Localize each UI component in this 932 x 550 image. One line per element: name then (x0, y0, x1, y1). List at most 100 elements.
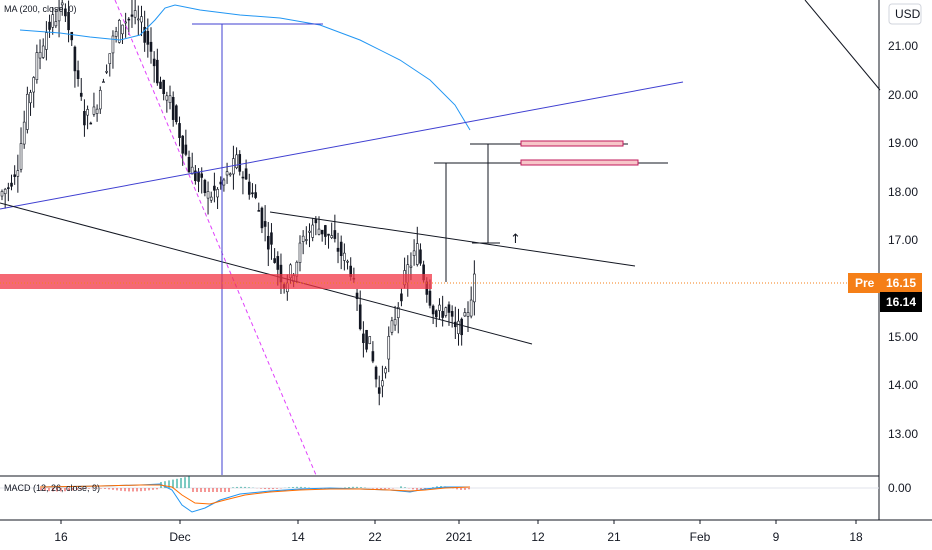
macd-histogram-bar (400, 486, 402, 488)
macd-histogram-bar (100, 488, 102, 489)
candle-body (213, 185, 216, 191)
macd-histogram-bar (380, 488, 382, 490)
macd-histogram-bar (404, 487, 406, 488)
candle-body (228, 173, 232, 176)
macd-histogram-bar (200, 488, 202, 492)
pre-price-value: 16.15 (886, 276, 916, 290)
macd-histogram-bar (228, 488, 230, 492)
lower-channel-line (0, 202, 533, 345)
candle-body (137, 18, 140, 21)
candle-body (121, 24, 124, 35)
macd-histogram-bar (188, 476, 190, 488)
macd-histogram-bar (152, 488, 154, 490)
candle-body (10, 182, 13, 187)
candle-body (333, 230, 337, 239)
candle-body (92, 106, 96, 115)
candle-body (428, 290, 432, 306)
macd-histogram-bar (196, 488, 198, 492)
candle-body (149, 41, 153, 52)
price-tick-label: 15.00 (888, 330, 918, 344)
macd-histogram-bar (56, 488, 58, 492)
macd-histogram-bar (388, 488, 390, 489)
macd-histogram-bar (140, 488, 142, 492)
macd-legend[interactable]: MACD (12, 26, close, 9) (4, 483, 100, 493)
candle-body (86, 109, 89, 116)
macd-histogram-bar (468, 488, 470, 490)
macd-histogram-bar (272, 488, 274, 490)
candle-body (374, 366, 378, 380)
price-axis[interactable]: 21.0020.0019.0018.0017.0016.0015.0014.00… (888, 39, 918, 441)
candle-body (232, 158, 235, 175)
macd-histogram-bar (184, 477, 186, 488)
candle-body (95, 108, 99, 114)
candle-body (165, 95, 169, 101)
candle-body (216, 189, 219, 198)
moving-average-line (19, 4, 471, 131)
candle-body (390, 320, 394, 333)
candle-body (270, 232, 273, 245)
macd-histogram-bar (124, 488, 126, 492)
candle-body (48, 21, 51, 30)
candle-body (45, 32, 48, 50)
candle-body (327, 233, 330, 236)
candle-body (32, 77, 36, 93)
candle-body (140, 16, 143, 23)
macd-histogram-bar (136, 488, 138, 492)
macd-histogram-bar (216, 488, 218, 492)
candle-body (454, 321, 457, 328)
candle-body (51, 14, 55, 28)
currency-button[interactable] (888, 3, 922, 25)
candle-body (409, 265, 413, 268)
candle-body (457, 320, 460, 334)
candle-body (320, 229, 324, 235)
candle-body (469, 299, 473, 317)
candle-body (127, 18, 131, 21)
candle-body (206, 191, 210, 199)
macd-line (39, 483, 470, 513)
candle-body (355, 292, 359, 299)
macd-histogram-bar (176, 478, 178, 488)
candle-body (41, 45, 45, 58)
up-arrow-annotation: ↑ (510, 232, 521, 247)
target-zone-upper (520, 140, 624, 147)
candle-body (466, 312, 470, 317)
candle-body (209, 196, 213, 201)
macd-histogram-bar (128, 488, 130, 492)
macd-histogram-bar (208, 488, 210, 492)
candle-body (263, 221, 267, 227)
macd-histogram-bar (460, 488, 462, 490)
macd-histogram-bar (72, 488, 74, 491)
candle-body (54, 21, 58, 27)
macd-histogram-bar (456, 488, 458, 490)
price-tick-label: 13.00 (888, 427, 918, 441)
macd-histogram-bar (172, 479, 174, 488)
candle-body (73, 46, 77, 72)
candle-body (441, 310, 444, 318)
macd-histogram-bar (84, 488, 86, 490)
macd-histogram-bar (224, 488, 226, 492)
time-tick-label: 22 (368, 530, 382, 544)
candle-body (235, 154, 238, 169)
ma-legend[interactable]: MA (200, close, 0) (4, 4, 77, 14)
macd-histogram-bar (52, 488, 54, 492)
candle-body (7, 187, 10, 189)
last-price-badge (880, 292, 922, 312)
support-zone (0, 274, 432, 289)
time-axis[interactable]: 16 Dec 14 22 2021 12 21 Feb 9 18 (54, 520, 863, 544)
price-tick-label: 17.00 (888, 233, 918, 247)
candle-body (396, 307, 400, 318)
macd-histogram-bar (376, 488, 378, 489)
macd-histogram-bar (420, 488, 422, 490)
candle-body (79, 92, 83, 97)
last-price-value: 16.14 (886, 295, 916, 309)
resistance-diagonal (804, 0, 881, 91)
candle-body (273, 258, 276, 263)
candle-body (305, 239, 308, 241)
candle-body (311, 224, 314, 238)
macd-histogram-bar (264, 488, 266, 490)
time-tick-label: Feb (690, 530, 711, 544)
macd-histogram-bar (92, 488, 94, 489)
candle-body (175, 105, 178, 123)
macd-histogram-bar (60, 488, 62, 492)
